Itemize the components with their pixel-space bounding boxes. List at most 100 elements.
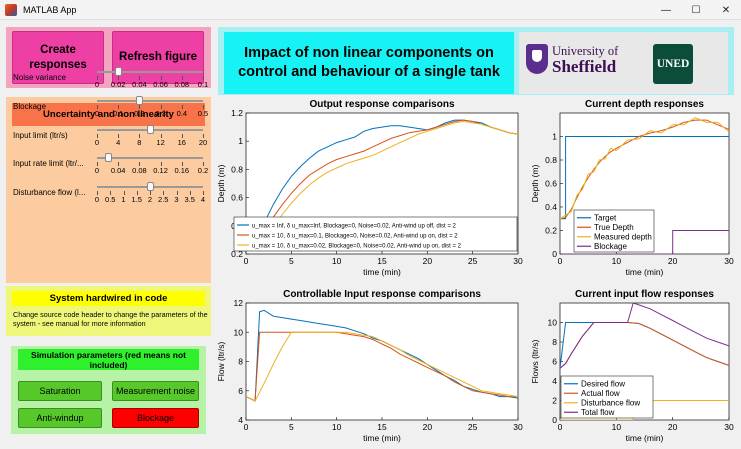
slider-tick-label: 4 [200, 195, 206, 204]
slider-tick-label: 0.16 [174, 166, 190, 175]
chart-svg: Current input flow responses 0 10 20 30 0 2 4 6 8… [530, 289, 734, 443]
y-tick-label: 0.4 [545, 202, 557, 212]
slider-tick-label: 12 [156, 138, 165, 147]
y-tick-label: 8 [238, 357, 243, 367]
current-depth-plot[interactable]: Current depth responses 0 10 20 30 0 0.2 0.4 0.6… [528, 95, 739, 284]
y-tick-label: 12 [234, 298, 244, 308]
legend-entry: Total flow [581, 408, 615, 417]
x-tick-label: 10 [612, 256, 622, 266]
chart-title: Current input flow responses [575, 289, 714, 300]
legend-entry: Disturbance flow [581, 398, 640, 407]
legend-entry: u_max = 10, δ u_max=0.1, Blockage=0, Noi… [252, 234, 458, 240]
uncertainty-panel: Uncertainty and non linearity Noise vari… [6, 67, 211, 283]
series-line-1 [246, 331, 518, 402]
x-tick-label: 30 [513, 422, 523, 432]
legend-box [573, 209, 655, 253]
slider-tick-label: 0.08 [132, 166, 147, 175]
sheffield-shield-icon [526, 44, 548, 74]
slider-ticks [97, 134, 204, 138]
slider-tick-label: 0.12 [153, 166, 168, 175]
saturation-toggle[interactable]: Saturation [18, 381, 102, 401]
create-responses-button[interactable]: Create responses [12, 31, 104, 84]
input-response-plot[interactable]: Controllable Input response comparisons 0… [216, 284, 528, 447]
slider-tick-label: 0.5 [105, 195, 116, 204]
current-input-flow-plot[interactable]: Current input flow responses 0 10 20 30 0 2 4 6 8… [528, 284, 739, 447]
series-line-2 [560, 117, 729, 220]
slider-tick-label: 8 [137, 138, 142, 147]
anti-windup-toggle[interactable]: Anti-windup [18, 408, 102, 428]
slider-row-3: Input rate limit (ltr/... 0 0.04 0.08 0.12 0.… [6, 153, 211, 181]
slider-tick-label: 0.1 [112, 109, 124, 118]
slider-tick-labels: 0 0.1 0.2 0.3 0.4 0.5 [94, 109, 208, 119]
chart-title: Output response comparisons [309, 99, 454, 110]
y-tick-label: 4 [238, 415, 243, 425]
slider-tick-label: 0.1 [197, 80, 209, 89]
slider-label: Noise variance [13, 73, 66, 82]
x-tick-label: 0 [558, 422, 563, 432]
x-tick-label: 15 [377, 422, 387, 432]
series-line-2 [246, 331, 518, 402]
series-line-0 [560, 136, 729, 220]
output-response-plot[interactable]: Output response comparisons 0 5 10 15 20 25 30 0… [216, 95, 528, 284]
slider-track[interactable] [97, 100, 203, 102]
hardwired-panel: System hardwired in code Change source c… [6, 286, 211, 336]
refresh-figure-button[interactable]: Refresh figure [112, 31, 204, 84]
legend-box [233, 216, 518, 252]
series-line-3 [560, 303, 729, 369]
sheffield-line2: Sheffield [552, 57, 617, 76]
y-tick-label: 1 [238, 136, 243, 146]
chart-title: Controllable Input response comparisons [283, 289, 481, 300]
y-tick-label: 0.8 [231, 164, 243, 174]
slider-ticks [97, 76, 204, 80]
slider-thumb[interactable] [136, 96, 144, 105]
window-title: MATLAB App [23, 4, 77, 15]
slider-tick-label: 0 [94, 109, 100, 118]
maximize-button[interactable]: ☐ [691, 4, 701, 16]
slider-track[interactable] [97, 71, 203, 73]
title-bar: MATLAB App — ☐ ✕ [0, 0, 741, 20]
series-line-0 [246, 309, 518, 402]
y-tick-label: 6 [238, 386, 243, 396]
slider-tick-label: 2.5 [158, 195, 169, 204]
app-body: Create responses Refresh figure Impact o… [0, 20, 741, 449]
slider-thumb[interactable] [147, 182, 154, 191]
x-tick-label: 0 [244, 256, 249, 266]
x-tick-label: 10 [332, 422, 342, 432]
slider-tick-label: 0.2 [197, 166, 209, 175]
slider-thumb[interactable] [147, 125, 154, 134]
slider-row-4: Disturbance flow (l... 0 0.5 1 1.5 2 2.5 3 3.5 4 [6, 182, 211, 210]
slider-tick-label: 3 [174, 195, 179, 204]
close-button[interactable]: ✕ [721, 4, 731, 16]
blockage-toggle[interactable]: Blockage [112, 408, 199, 428]
y-tick-label: 1 [552, 132, 557, 142]
slider-label: Blockage [13, 102, 46, 111]
y-tick-label: 0 [552, 415, 557, 425]
minimize-button[interactable]: — [661, 4, 671, 16]
legend-entry: u_max = Inf, δ u_max=Inf, Blockage=0, No… [252, 224, 457, 230]
slider-tick-label: 0 [94, 195, 100, 204]
chart-title: Current depth responses [585, 99, 704, 110]
measurement-noise-toggle[interactable]: Measurement noise [112, 381, 199, 401]
series-line-1 [560, 119, 729, 220]
slider-track[interactable] [97, 157, 203, 159]
action-panel: Create responses Refresh figure [6, 27, 211, 88]
x-tick-label: 20 [668, 422, 678, 432]
x-tick-label: 30 [513, 256, 523, 266]
x-tick-label: 0 [558, 256, 563, 266]
y-tick-label: 1.2 [231, 108, 243, 118]
slider-tick-label: 0.06 [153, 80, 168, 89]
y-tick-label: 0.2 [545, 226, 557, 236]
slider-tick-label: 0.04 [110, 166, 126, 175]
slider-thumb[interactable] [104, 153, 112, 162]
slider-ticks [97, 105, 204, 109]
x-tick-label: 15 [377, 256, 387, 266]
slider-tick-labels: 0 4 8 12 16 20 [95, 138, 207, 148]
slider-tick-label: 3.5 [184, 195, 195, 204]
slider-label: Input limit (ltr/s) [13, 131, 68, 140]
x-tick-label: 30 [724, 256, 734, 266]
chart-svg: Controllable Input response comparisons 0… [216, 289, 523, 443]
legend-entry: Target [594, 213, 617, 222]
slider-thumb[interactable] [115, 67, 123, 76]
x-axis-label: time (min) [363, 433, 401, 443]
hardwired-title: System hardwired in code [12, 291, 205, 306]
